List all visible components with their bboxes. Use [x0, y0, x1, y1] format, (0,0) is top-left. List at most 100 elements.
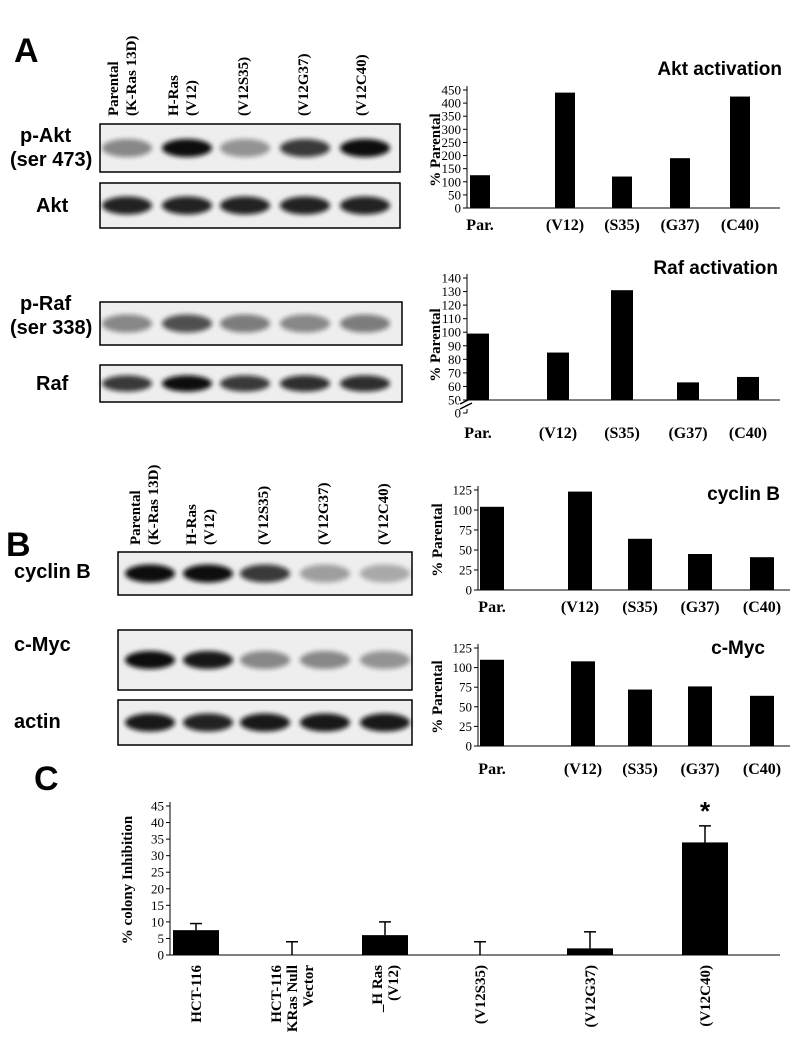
y-tick-label: 125 — [453, 641, 473, 656]
y-tick-label: 50 — [448, 393, 461, 408]
blot-band — [162, 314, 212, 333]
x-tick-label: (G37) — [660, 217, 699, 234]
y-tick-label: 50 — [459, 543, 472, 558]
blot-band — [360, 564, 410, 583]
blot-band — [162, 139, 212, 157]
blot-band — [240, 651, 290, 669]
x-tick-label: HCT-116 — [269, 965, 285, 1023]
y-axis-label: % Parental — [428, 308, 444, 381]
bar — [362, 935, 408, 955]
y-tick-label: 25 — [151, 865, 164, 880]
bar — [730, 96, 750, 208]
y-tick-label: 100 — [453, 660, 473, 675]
blot-band — [220, 139, 270, 157]
x-tick-label: Par. — [464, 425, 491, 442]
y-tick-label: 70 — [448, 365, 461, 380]
y-tick-label: 20 — [151, 881, 164, 896]
lane-label: (V12S35) — [236, 57, 252, 116]
bar — [173, 930, 219, 955]
lane-label: (K-Ras 13D) — [124, 36, 140, 116]
row-label: Akt — [36, 195, 69, 217]
blot-band — [300, 564, 350, 583]
blot-band — [340, 314, 390, 333]
y-tick-label: 250 — [442, 135, 462, 150]
bar — [611, 290, 633, 400]
y-tick-label: 130 — [442, 284, 462, 299]
blot-band — [183, 651, 233, 669]
y-tick-label: 0 — [455, 201, 462, 216]
y-tick-label: 60 — [448, 379, 461, 394]
y-tick-label: 90 — [448, 338, 461, 353]
blot-band — [125, 651, 175, 669]
bar — [612, 176, 632, 208]
y-tick-label: 110 — [442, 311, 461, 326]
x-tick-label: _H Ras — [370, 965, 386, 1013]
y-tick-label: 100 — [442, 174, 462, 189]
panel-letter: A — [14, 32, 39, 70]
bar — [555, 92, 575, 208]
chart-title: Raf activation — [653, 258, 778, 279]
x-tick-label: (V12) — [539, 425, 577, 442]
x-tick-label: Par. — [478, 761, 505, 778]
bar — [750, 557, 774, 590]
lane-label: Parental — [128, 490, 144, 545]
y-tick-label: 300 — [442, 122, 462, 137]
lane-label: (V12C40) — [354, 54, 370, 116]
y-tick-label: 45 — [151, 799, 164, 814]
x-tick-label: Par. — [466, 217, 493, 234]
blot-band — [220, 196, 270, 215]
blot-band — [125, 713, 175, 732]
x-tick-label: (V12) — [564, 761, 602, 778]
y-tick-label: 25 — [459, 719, 472, 734]
y-tick-label: 200 — [442, 148, 462, 163]
row-label: (ser 473) — [10, 149, 92, 171]
x-tick-label: (C40) — [729, 425, 767, 442]
y-tick-label: 125 — [453, 483, 473, 498]
lane-label: (V12G37) — [296, 54, 312, 117]
lane-label: (V12C40) — [376, 483, 392, 545]
x-tick-label: (G37) — [680, 599, 719, 616]
y-tick-label: 100 — [453, 503, 473, 518]
bar — [750, 695, 774, 746]
x-tick-label: (G37) — [680, 761, 719, 778]
x-tick-label: (V12) — [561, 599, 599, 616]
chart-title: Akt activation — [657, 59, 782, 80]
y-tick-label: 75 — [459, 523, 472, 538]
x-tick-label: (C40) — [743, 761, 781, 778]
blot-band — [220, 375, 270, 392]
bar — [480, 506, 504, 590]
y-tick-label: 140 — [442, 271, 462, 286]
bar — [628, 538, 652, 590]
row-label: (ser 338) — [10, 317, 92, 339]
x-tick-label: (C40) — [721, 217, 759, 234]
y-tick-label: 50 — [448, 187, 461, 202]
y-tick-label: 25 — [459, 563, 472, 578]
x-tick-label: (V12C40) — [698, 965, 714, 1027]
y-tick-label: 35 — [151, 832, 164, 847]
y-tick-label: 40 — [151, 815, 164, 830]
x-tick-label: (V12S35) — [473, 965, 489, 1024]
y-axis-label: % Parental — [430, 503, 446, 576]
blot-band — [360, 713, 410, 732]
bar — [470, 175, 490, 208]
lane-label: H-Ras — [184, 504, 200, 545]
blot-band — [102, 196, 152, 215]
bar — [467, 333, 489, 400]
y-axis-label: % colony Inhibition — [120, 815, 136, 944]
chart-title: c-Myc — [711, 638, 765, 659]
bar — [567, 948, 613, 955]
lane-label: H-Ras — [166, 75, 182, 116]
blot-band — [340, 196, 390, 215]
lane-label: (V12G37) — [316, 483, 332, 546]
x-tick-label: (S35) — [622, 599, 658, 616]
blot-band — [340, 375, 390, 392]
bar — [670, 158, 690, 208]
y-tick-label: 30 — [151, 848, 164, 863]
bar — [737, 376, 759, 400]
row-label: p-Akt — [20, 125, 71, 147]
x-tick-label: (V12) — [386, 965, 402, 1001]
blot-band — [280, 375, 330, 392]
blot-band — [340, 139, 390, 157]
panel-letter: C — [34, 760, 59, 798]
annotation: * — [700, 796, 711, 826]
